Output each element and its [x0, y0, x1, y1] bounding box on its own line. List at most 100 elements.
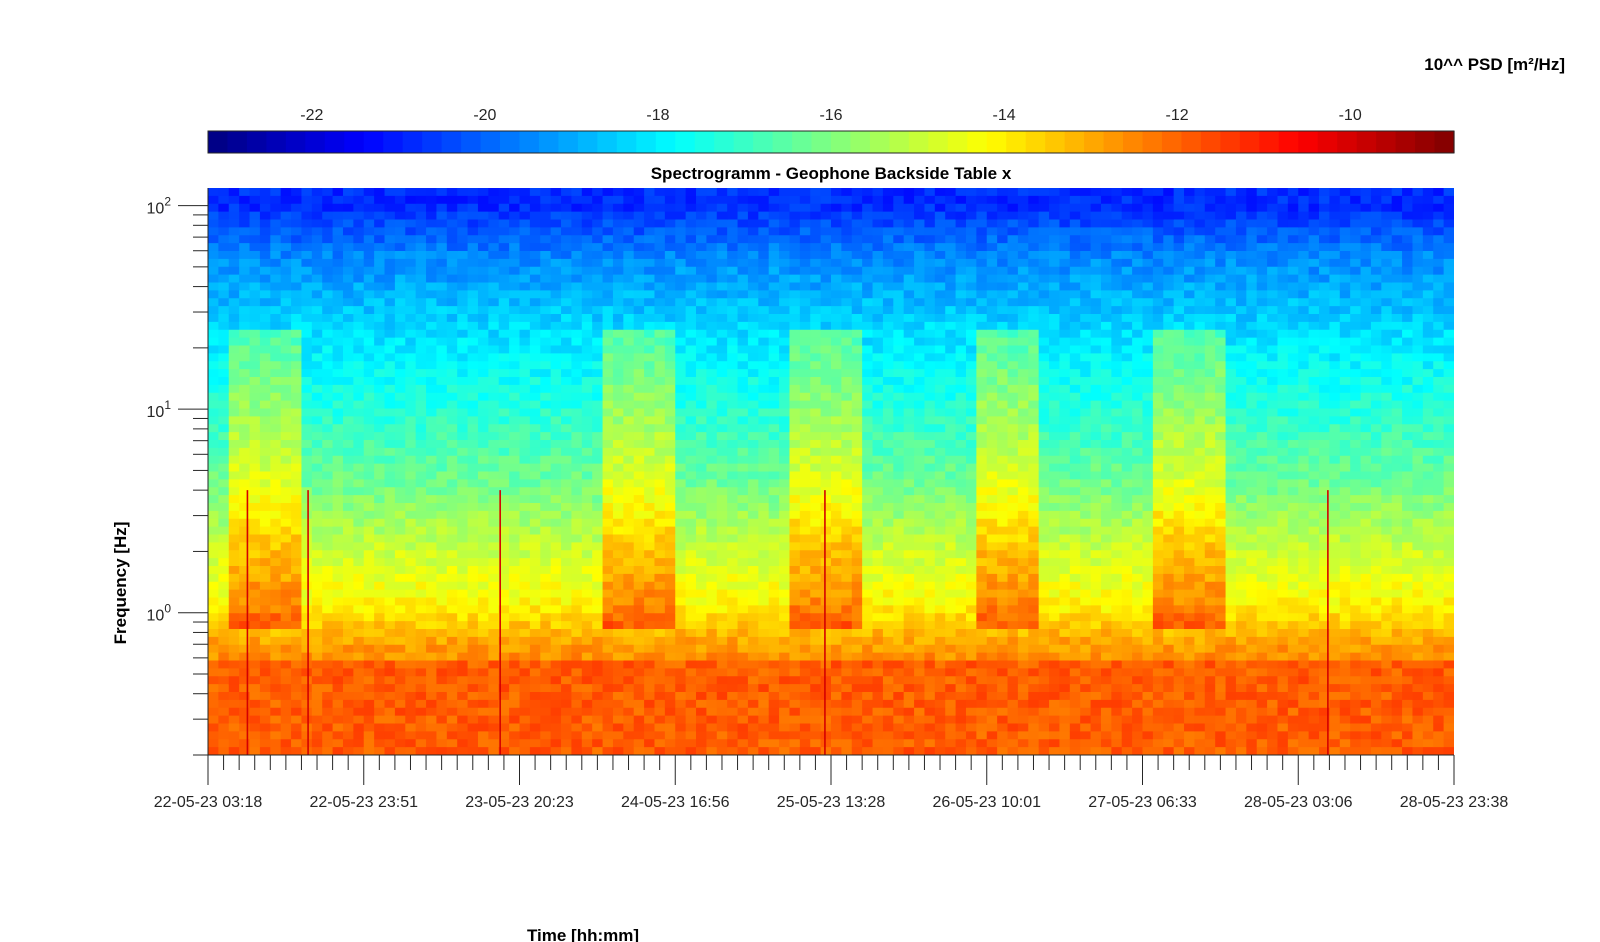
- spectrogram-column: [488, 188, 500, 755]
- spectrogram-cell: [249, 747, 261, 755]
- spectrogram-cell: [415, 684, 427, 693]
- spectrogram-cell: [311, 621, 323, 630]
- spectrogram-cell: [862, 361, 874, 370]
- spectrogram-cell: [747, 605, 759, 614]
- spectrogram-cell: [779, 589, 790, 599]
- spectrogram-cell: [415, 345, 427, 354]
- spectrogram-cell: [353, 668, 365, 677]
- spectrogram-cell: [685, 345, 697, 354]
- spectrogram-cell: [758, 597, 770, 606]
- spectrogram-cell: [623, 550, 635, 559]
- spectrogram-cell: [540, 715, 552, 725]
- spectrogram-cell: [322, 747, 334, 755]
- spectrogram-cell: [509, 715, 520, 725]
- spectrogram-cell: [882, 251, 894, 260]
- spectrogram-cell: [353, 227, 365, 236]
- spectrogram-cell: [550, 377, 562, 386]
- spectrogram-cell: [239, 566, 251, 575]
- spectrogram-cell: [208, 534, 219, 543]
- spectrogram-cell: [426, 566, 437, 575]
- spectrogram-cell: [405, 314, 417, 323]
- spectrogram-cell: [436, 747, 448, 755]
- spectrogram-cell: [291, 329, 302, 339]
- spectrogram-cell: [841, 369, 853, 378]
- spectrogram-cell: [498, 274, 510, 284]
- spectrogram-cell: [571, 573, 583, 583]
- spectrogram-cell: [799, 337, 811, 347]
- spectrogram-cell: [374, 487, 386, 496]
- spectrogram-cell: [602, 298, 614, 307]
- spectrogram-cell: [737, 211, 749, 221]
- spectrogram-cell: [747, 660, 759, 669]
- spectrogram-column: [862, 188, 874, 755]
- spectrogram-cell: [851, 400, 863, 410]
- spectrogram-cell: [332, 266, 344, 276]
- spectrogram-cell: [789, 471, 801, 480]
- spectrogram-cell: [706, 384, 718, 394]
- spectrogram-cell: [675, 345, 687, 354]
- spectrogram-cell: [581, 510, 593, 520]
- spectrogram-cell: [831, 731, 842, 740]
- spectrogram-cell: [716, 542, 728, 551]
- spectrogram-cell: [872, 644, 884, 654]
- spectrogram-cell: [291, 447, 302, 457]
- spectrogram-cell: [737, 747, 749, 755]
- spectrogram-cell: [509, 203, 520, 213]
- spectrogram-cell: [509, 558, 520, 567]
- spectrogram-cell: [706, 424, 718, 433]
- spectrogram-cell: [581, 518, 593, 528]
- spectrogram-cell: [882, 235, 894, 244]
- spectrogram-cell: [810, 235, 822, 244]
- spectrogram-cell: [654, 550, 666, 559]
- spectrogram-cell: [768, 306, 780, 315]
- spectrogram-cell: [498, 621, 510, 630]
- spectrogram-cell: [405, 471, 417, 480]
- spectrogram-cell: [820, 274, 832, 284]
- spectrogram-cell: [882, 400, 894, 410]
- spectrogram-cell: [426, 211, 437, 221]
- spectrogram-cell: [208, 503, 219, 512]
- spectrogram-cell: [363, 692, 375, 701]
- spectrogram-cell: [758, 298, 770, 307]
- spectrogram-cell: [675, 589, 687, 599]
- spectrogram-cell: [602, 384, 614, 394]
- spectrogram-cell: [841, 353, 853, 362]
- spectrogram-cell: [592, 707, 604, 717]
- spectrogram-cell: [644, 258, 655, 268]
- spectrogram-cell: [384, 440, 396, 449]
- spectrogram-cell: [581, 251, 593, 260]
- spectrogram-cell: [519, 723, 531, 732]
- spectrogram-cell: [529, 369, 541, 378]
- spectrogram-cell: [675, 739, 687, 748]
- spectrogram-cell: [446, 408, 458, 417]
- spectrogram-cell: [623, 432, 635, 441]
- spectrogram-cell: [353, 479, 365, 488]
- spectrogram-cell: [810, 699, 822, 709]
- spectrogram-cell: [374, 558, 386, 567]
- spectrogram-cell: [322, 290, 334, 299]
- spectrogram-cell: [779, 652, 790, 662]
- spectrogram-cell: [436, 581, 448, 591]
- spectrogram-cell: [467, 258, 479, 268]
- spectrogram-cell: [405, 652, 417, 662]
- spectrogram-cell: [696, 314, 707, 323]
- spectrogram-cell: [706, 542, 718, 551]
- spectrogram-cell: [322, 731, 334, 740]
- spectrogram-cell: [872, 597, 884, 606]
- spectrogram-cell: [571, 684, 583, 693]
- spectrogram-cell: [706, 510, 718, 520]
- spectrogram-cell: [426, 621, 437, 630]
- spectrogram-cell: [779, 306, 790, 315]
- spectrogram-cell: [477, 636, 489, 646]
- spectrogram-cell: [706, 321, 718, 331]
- spectrogram-cell: [758, 384, 770, 394]
- spectrogram-cell: [301, 739, 313, 748]
- spectrogram-cell: [893, 731, 905, 740]
- spectrogram-cell: [696, 707, 707, 717]
- spectrogram-cell: [301, 266, 313, 276]
- spectrogram-cell: [457, 747, 469, 755]
- spectrogram-cell: [675, 432, 687, 441]
- spectrogram-cell: [405, 353, 417, 362]
- spectrogram-cell: [249, 400, 261, 410]
- spectrogram-cell: [363, 613, 375, 622]
